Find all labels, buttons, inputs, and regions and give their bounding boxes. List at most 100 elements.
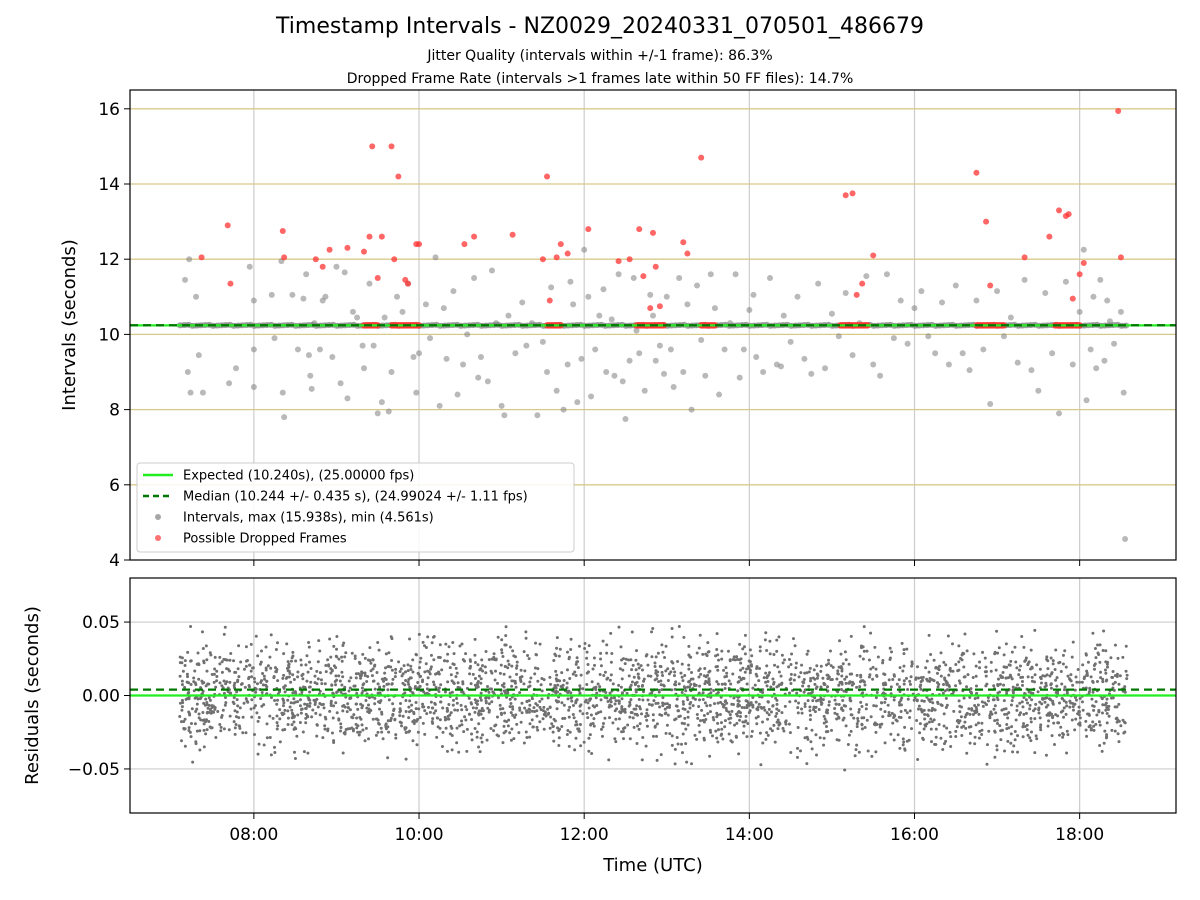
residual-point <box>993 719 997 723</box>
residual-point <box>1029 739 1033 743</box>
residual-point <box>411 658 415 662</box>
residual-point <box>182 720 186 724</box>
residual-point <box>654 655 658 659</box>
residual-point <box>659 665 663 669</box>
residual-point <box>1034 702 1038 706</box>
residual-point <box>1091 631 1095 635</box>
residual-point <box>709 687 713 691</box>
residual-point <box>326 729 330 733</box>
residual-point <box>259 649 263 653</box>
residual-point <box>715 680 719 684</box>
residual-point <box>905 647 909 651</box>
residual-point <box>766 733 770 737</box>
residual-point <box>857 710 861 714</box>
residual-point <box>178 715 182 719</box>
interval-point <box>436 402 443 409</box>
residual-point <box>976 696 980 700</box>
residual-point <box>664 731 668 735</box>
interval-point <box>1097 276 1104 283</box>
residual-point <box>506 659 510 663</box>
residual-point <box>698 633 702 637</box>
residual-point <box>720 682 724 686</box>
residual-point <box>892 673 896 677</box>
residual-point <box>704 652 708 656</box>
residual-point <box>610 651 614 655</box>
interval-point <box>925 333 932 340</box>
residual-point <box>688 685 692 689</box>
residual-point <box>815 676 819 680</box>
residual-point <box>1078 680 1082 684</box>
residual-point <box>201 647 205 651</box>
interval-point <box>1028 367 1035 374</box>
residual-point <box>411 670 415 674</box>
residual-point <box>196 697 200 701</box>
residual-point <box>566 728 570 732</box>
residual-point <box>714 654 718 658</box>
residual-point <box>587 736 591 740</box>
residual-point <box>535 725 539 729</box>
residual-point <box>934 743 938 747</box>
residual-point <box>306 670 310 674</box>
residual-point <box>822 721 826 725</box>
residual-point <box>601 722 605 726</box>
interval-point <box>454 391 461 398</box>
residual-point <box>1117 740 1121 744</box>
residual-point <box>1100 711 1104 715</box>
dropped-frame-point <box>369 143 376 150</box>
residual-point <box>705 704 709 708</box>
residual-point <box>620 697 624 701</box>
residual-point <box>186 696 190 700</box>
residual-point <box>210 704 214 708</box>
residual-point <box>439 700 443 704</box>
residual-point <box>826 685 830 689</box>
residual-point <box>1063 649 1067 653</box>
y-tick-label: 16 <box>98 100 120 120</box>
residual-point <box>716 728 720 732</box>
residual-point <box>654 701 658 705</box>
residual-point <box>691 696 695 700</box>
residual-point <box>1059 670 1063 674</box>
residual-point <box>630 680 634 684</box>
residual-point <box>392 708 396 712</box>
residual-point <box>260 679 264 683</box>
residual-point <box>984 674 988 678</box>
residual-point <box>593 705 597 709</box>
residual-point <box>390 659 394 663</box>
residual-point <box>800 663 804 667</box>
residual-point <box>844 690 848 694</box>
residual-point <box>763 638 767 642</box>
residual-point <box>366 674 370 678</box>
residual-point <box>207 703 211 707</box>
interval-point <box>422 301 429 308</box>
residual-point <box>753 683 757 687</box>
residual-point <box>358 730 362 734</box>
residual-point <box>272 676 276 680</box>
interval-point <box>300 295 307 302</box>
residual-point <box>480 664 484 668</box>
residual-point <box>941 691 945 695</box>
residual-point <box>1088 724 1092 728</box>
residual-point <box>473 726 477 730</box>
residual-point <box>386 682 390 686</box>
residual-point <box>356 730 360 734</box>
residual-point <box>929 652 933 656</box>
residual-point <box>810 728 814 732</box>
residual-point <box>830 728 834 732</box>
residual-point <box>850 713 854 717</box>
residual-point <box>490 700 494 704</box>
residual-point <box>451 703 455 707</box>
residual-point <box>489 726 493 730</box>
residual-point <box>984 684 988 688</box>
residual-point <box>765 664 769 668</box>
residual-point <box>706 650 710 654</box>
residual-point <box>859 644 863 648</box>
residual-point <box>1111 696 1115 700</box>
dropped-frame-point <box>870 252 877 259</box>
residual-point <box>747 711 751 715</box>
residual-point <box>387 698 391 702</box>
residual-point <box>765 684 769 688</box>
residual-point <box>732 655 736 659</box>
residual-point <box>214 736 218 740</box>
residual-point <box>437 672 441 676</box>
